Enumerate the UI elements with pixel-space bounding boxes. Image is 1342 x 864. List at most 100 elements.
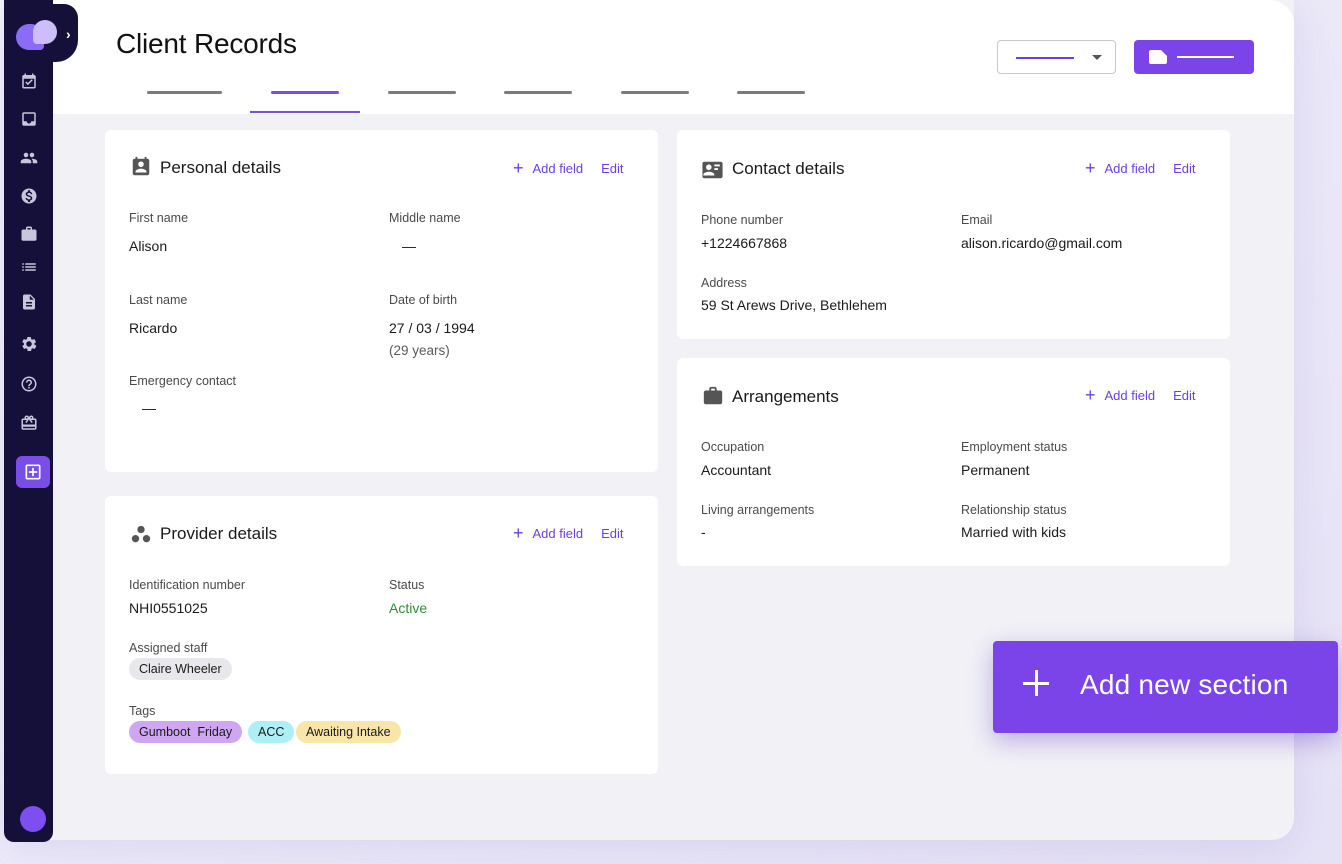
tab-6[interactable] [737, 91, 805, 94]
bubble-chart-icon [130, 524, 152, 546]
card-actions: + Add field Edit [513, 524, 624, 542]
primary-action-button[interactable] [1134, 40, 1254, 74]
card-title: Provider details [160, 524, 278, 543]
logo-tab: › [4, 4, 78, 62]
status-badge: Active [389, 600, 428, 616]
card-title: Personal details [160, 158, 281, 177]
view-dropdown[interactable] [997, 40, 1116, 74]
plus-icon: + [513, 523, 524, 543]
briefcase-icon[interactable] [18, 223, 40, 245]
page-title: Client Records [116, 28, 297, 59]
edit-button[interactable]: Edit [1173, 160, 1196, 176]
gift-icon[interactable] [18, 412, 40, 434]
inbox-icon[interactable] [18, 108, 40, 130]
provider-details-card: Provider details + Add field Edit Identif… [105, 496, 658, 774]
add-field-button[interactable]: + Add field [513, 524, 583, 542]
add-field-label: Add field [1104, 160, 1156, 176]
emergency-contact-value: — [142, 400, 156, 416]
card-actions: + Add field Edit [1085, 159, 1196, 177]
contact-details-card: Contact details + Add field Edit Phone nu… [677, 130, 1230, 339]
last-name-label: Last name [129, 293, 188, 307]
briefcase-icon [702, 385, 724, 407]
plus-icon [1023, 670, 1049, 696]
card-title: Contact details [732, 159, 845, 178]
relationship-status-value: Married with kids [961, 524, 1067, 540]
dob-value: 27 / 03 / 1994 [389, 320, 475, 336]
relationship-status-label: Relationship status [961, 503, 1067, 517]
first-name-value: Alison [129, 238, 168, 254]
tab-5[interactable] [621, 91, 689, 94]
list-icon[interactable] [18, 256, 40, 278]
tags-label: Tags [129, 704, 156, 718]
add-field-label: Add field [532, 160, 584, 176]
tag-chip[interactable]: Awaiting Intake [296, 721, 401, 743]
phone-value: +1224667868 [701, 235, 788, 251]
age-value: (29 years) [389, 343, 450, 358]
tab-2[interactable] [271, 91, 339, 94]
contact-page-icon [130, 156, 152, 178]
first-name-label: First name [129, 211, 189, 225]
occupation-label: Occupation [701, 440, 765, 454]
dollar-icon[interactable] [18, 185, 40, 207]
assigned-staff-chip[interactable]: Claire Wheeler [129, 658, 232, 680]
status-label: Status [389, 578, 425, 592]
add-field-button[interactable]: + Add field [1085, 386, 1155, 404]
email-value: alison.ricardo@gmail.com [961, 235, 1123, 251]
personal-details-card: Personal details + Add field Edit First n… [105, 130, 658, 472]
address-label: Address [701, 276, 747, 290]
contact-card-icon [700, 159, 725, 181]
identification-label: Identification number [129, 578, 246, 592]
card-title: Arrangements [732, 387, 839, 406]
employment-status-value: Permanent [961, 462, 1030, 478]
last-name-value: Ricardo [129, 320, 178, 336]
plus-icon: + [1085, 158, 1096, 178]
phone-label: Phone number [701, 213, 784, 227]
add-field-button[interactable]: + Add field [1085, 159, 1155, 177]
tag-chip[interactable]: Gumboot Friday [129, 721, 243, 743]
plus-icon: + [1085, 385, 1096, 405]
living-arrangements-value: - [701, 524, 706, 540]
people-icon[interactable] [18, 147, 40, 169]
occupation-value: Accountant [701, 462, 772, 478]
address-value: 59 St Arews Drive, Bethlehem [701, 297, 887, 313]
card-actions: + Add field Edit [513, 159, 624, 177]
tab-4[interactable] [504, 91, 572, 94]
chevron-right-icon[interactable]: › [66, 26, 71, 42]
calendar-check-icon[interactable] [18, 70, 40, 92]
email-label: Email [961, 213, 993, 227]
dob-label: Date of birth [389, 293, 458, 307]
edit-button[interactable]: Edit [601, 525, 624, 541]
add-field-label: Add field [532, 525, 584, 541]
assigned-staff-label: Assigned staff [129, 641, 208, 655]
chevron-down-icon [1092, 55, 1102, 60]
avatar[interactable] [20, 806, 46, 832]
tab-1[interactable] [147, 91, 222, 94]
dropdown-value-placeholder [1016, 57, 1074, 59]
plus-icon: + [513, 158, 524, 178]
emergency-contact-label: Emergency contact [129, 374, 236, 388]
edit-button[interactable]: Edit [601, 160, 624, 176]
card-actions: + Add field Edit [1085, 386, 1196, 404]
add-new-section-button[interactable]: Add new section [993, 641, 1338, 733]
tag-chip[interactable]: ACC [248, 721, 295, 743]
employment-status-label: Employment status [961, 440, 1068, 454]
add-field-label: Add field [1104, 387, 1156, 403]
logo [16, 20, 60, 50]
active-tab-indicator [250, 111, 360, 113]
arrangements-card: Arrangements + Add field Edit Occupation … [677, 358, 1230, 566]
sidebar [4, 0, 53, 842]
help-icon[interactable] [18, 373, 40, 395]
identification-value: NHI0551025 [129, 600, 208, 616]
button-label-placeholder [1177, 56, 1234, 58]
add-box-icon[interactable] [16, 456, 50, 488]
gear-icon[interactable] [18, 333, 40, 355]
edit-button[interactable]: Edit [1173, 387, 1196, 403]
living-arrangements-label: Living arrangements [701, 503, 815, 517]
add-new-section-label: Add new section [1080, 669, 1289, 700]
tab-3[interactable] [388, 91, 456, 94]
tab-bar [4, 78, 904, 114]
app-window: Client Records Personal details + Add fie… [4, 0, 1294, 840]
add-field-button[interactable]: + Add field [513, 159, 583, 177]
document-icon [1149, 50, 1167, 64]
document-icon[interactable] [18, 291, 40, 313]
